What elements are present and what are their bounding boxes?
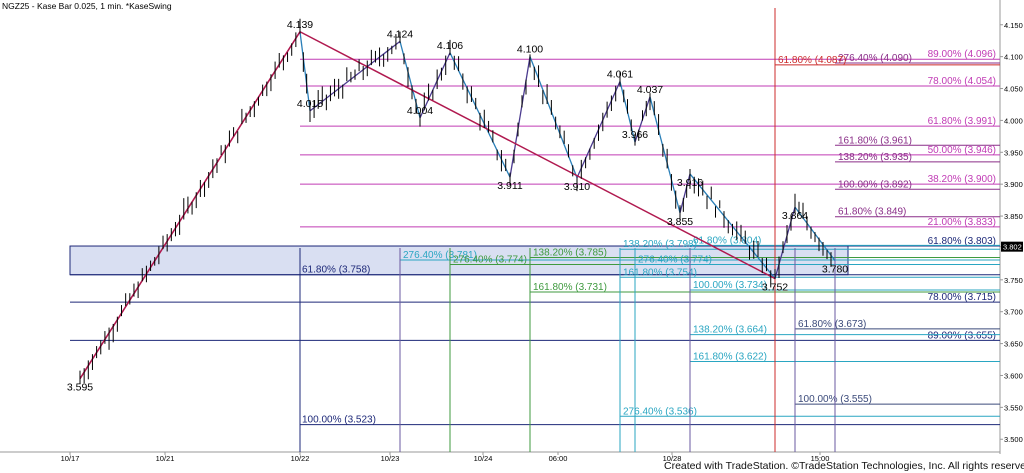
fib-label: 78.00% (4.054): [928, 76, 996, 87]
fib-label: 161.80% (3.622): [693, 351, 767, 362]
swing-line: [299, 31, 311, 111]
swing-line: [679, 173, 691, 214]
y-tick-label: 3.900: [1004, 180, 1023, 189]
swing-label: 3.780: [822, 264, 848, 276]
chart-header: NGZ25 - Kase Bar 0.025, 1 min. *KaseSwin…: [2, 1, 172, 11]
swing-label: 4.100: [517, 44, 543, 56]
swing-line: [529, 56, 578, 179]
fib-label: 100.00% (3.892): [838, 179, 912, 190]
fib-label: 38.20% (3.900): [928, 174, 996, 185]
y-tick-label: 4.000: [1004, 116, 1023, 125]
fib-label: 161.80% (3.754): [623, 267, 697, 278]
swing-label: 4.004: [407, 105, 433, 117]
swing-label: 4.015: [297, 98, 323, 110]
fib-label: 78.00% (3.715): [928, 292, 996, 303]
swing-label: 3.966: [622, 129, 648, 141]
swing-label: 3.911: [497, 180, 523, 192]
fib-label: 138.20% (3.798): [623, 239, 697, 250]
x-tick-label: 10/22: [291, 454, 310, 463]
fib-label: 138.20% (3.664): [693, 325, 767, 336]
y-tick-label: 3.950: [1004, 148, 1023, 157]
swing-line: [649, 96, 681, 214]
swing-line: [399, 41, 421, 119]
swing-label: 4.037: [637, 84, 663, 96]
y-tick-label: 4.100: [1004, 53, 1023, 62]
x-tick-label: 06:00: [549, 454, 568, 463]
x-tick-label: 15:00: [811, 454, 830, 463]
fib-label: 276.40% (4.090): [838, 53, 912, 64]
y-tick-label: 3.850: [1004, 212, 1023, 221]
x-tick-label: 10/21: [156, 454, 175, 463]
fib-label: 61.80% (3.991): [928, 116, 996, 127]
y-tick-label: 4.050: [1004, 85, 1023, 94]
swing-label: 3.595: [67, 382, 93, 394]
y-tick-label: 3.650: [1004, 340, 1023, 349]
swing-label: 4.106: [437, 40, 463, 52]
trend-line-down: [299, 31, 776, 280]
fib-label: 100.00% (3.734): [693, 280, 767, 291]
fib-label: 89.00% (4.096): [928, 49, 996, 60]
swing-label: 3.916: [677, 177, 703, 189]
y-tick-label: 3.600: [1004, 371, 1023, 380]
fib-label: 138.20% (3.785): [533, 248, 607, 259]
y-tick-label: 3.700: [1004, 308, 1023, 317]
y-tick-label: 3.550: [1004, 403, 1023, 412]
fib-label: 276.40% (3.781): [403, 250, 477, 261]
fib-label: 276.40% (3.536): [623, 406, 697, 417]
fib-label: 61.80% (3.849): [838, 207, 906, 218]
fib-label: 61.80% (3.803): [928, 236, 996, 247]
x-tick-label: 10/23: [381, 454, 400, 463]
fib-label: 276.40% (3.774): [638, 255, 712, 266]
x-tick-label: 10/24: [474, 454, 493, 463]
fib-label: 138.20% (3.935): [838, 152, 912, 163]
fib-label: 100.00% (3.523): [302, 415, 376, 426]
last-price-tag: [1001, 241, 1023, 252]
trend-line-up: [79, 31, 301, 380]
x-tick-label: 10/28: [663, 454, 682, 463]
swing-line: [419, 52, 451, 119]
fib-label: 276.40% (3.774): [453, 255, 527, 266]
fib-label: 61.80% (3.804): [693, 235, 761, 246]
fib-label: 61.80% (3.673): [798, 319, 866, 330]
swing-label: 3.855: [667, 216, 693, 228]
fib-label: 61.80% (3.758): [302, 265, 370, 276]
last-price-label: 3.802: [1003, 243, 1022, 252]
fib-label: 61.80% (4.087): [778, 55, 846, 66]
swing-label: 3.752: [762, 282, 788, 294]
y-tick-label: 3.500: [1004, 435, 1023, 444]
swing-line: [774, 206, 796, 279]
swing-line: [509, 56, 531, 178]
swing-label: 4.061: [607, 69, 633, 81]
fib-label: 89.00% (3.655): [928, 330, 996, 341]
swing-label: 3.910: [564, 181, 590, 193]
fib-label: 161.80% (3.731): [533, 282, 607, 293]
swing-label: 3.864: [782, 210, 808, 222]
y-tick-label: 4.150: [1004, 21, 1023, 30]
footer-credit: Created with TradeStation. ©TradeStation…: [664, 460, 1024, 472]
swing-label: 4.124: [387, 28, 413, 40]
y-tick-label: 3.750: [1004, 276, 1023, 285]
fib-label: 21.00% (3.833): [928, 217, 996, 228]
fib-label: 50.00% (3.946): [928, 145, 996, 156]
x-tick-label: 10/17: [61, 454, 80, 463]
swing-label: 4.139: [287, 19, 313, 31]
fib-label: 161.80% (3.961): [838, 135, 912, 146]
